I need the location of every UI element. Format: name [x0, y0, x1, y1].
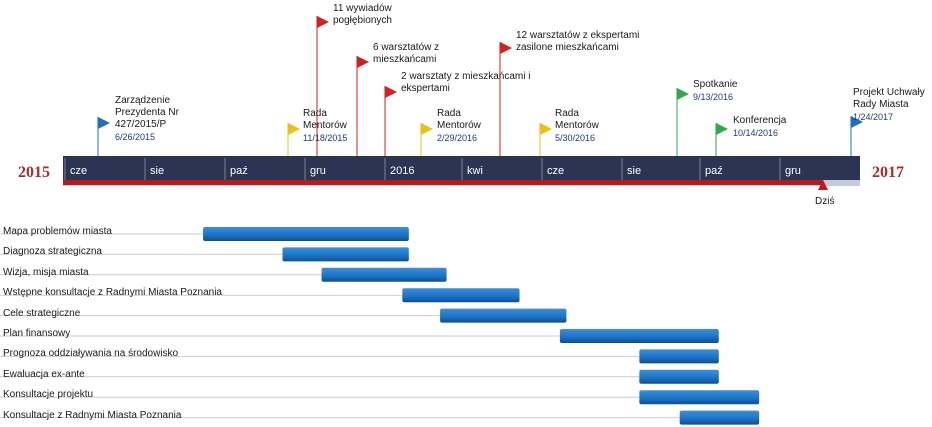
year-end: 2017: [872, 164, 904, 181]
task-bar: [559, 329, 719, 343]
task-label: Mapa problemów miasta: [3, 226, 112, 237]
milestone-label: 2 warsztaty z mieszkańcami i ekspertami: [401, 71, 530, 95]
month-label: gru: [785, 165, 801, 177]
milestone-date: 5/30/2016: [555, 133, 596, 143]
milestone-label: Rada Mentorów 2/29/2016: [437, 108, 481, 144]
task-bar: [639, 390, 760, 405]
timeline-axis: [63, 156, 860, 186]
task-label: Konsultacje z Radnymi Miasta Poznania: [3, 409, 182, 421]
milestone-title-line: Projekt Uchwały: [853, 87, 925, 98]
milestone-title-line: pogłębionych: [333, 15, 392, 26]
milestone-date: 9/13/2016: [693, 92, 734, 102]
task-bar: [321, 267, 447, 282]
task-label: Diagnoza strategiczna: [3, 246, 102, 258]
month-label: sie: [150, 165, 165, 177]
milestone-title-line: Spotkanie: [693, 79, 738, 90]
progress-bar: [63, 180, 823, 185]
milestone-date: 11/18/2015: [303, 133, 348, 143]
month-label: paź: [230, 165, 248, 177]
milestone-label: Projekt Uchwały Rady Miasta 1/24/2017: [853, 87, 925, 123]
milestone-flag: [357, 56, 369, 68]
milestone-label: 11 wywiadów pogłębionych: [333, 3, 392, 27]
task-label: Wstępne konsultacje z Radnymi Miasta Poz…: [3, 287, 222, 299]
milestone-title-line: Prezydenta Nr: [115, 107, 179, 118]
month-label: cze: [70, 165, 88, 177]
task-label: Plan finansowy: [3, 328, 71, 339]
milestone-title-line: Rada: [437, 108, 461, 119]
milestone-flag: [677, 88, 689, 100]
milestone-title-line: Zarządzenie: [115, 95, 171, 106]
milestone-label: 6 warsztatów z mieszkańcami: [373, 42, 439, 66]
month-label: kwi: [467, 165, 483, 177]
axis-ticks: [64, 158, 781, 180]
milestone-title-line: 11 wywiadów: [333, 3, 392, 14]
milestone-flag: [385, 86, 397, 98]
task-bar: [282, 247, 409, 262]
task-bars: [203, 227, 760, 425]
milestone-flag: [851, 116, 863, 128]
milestone-label: Rada Mentorów 5/30/2016: [555, 108, 599, 144]
milestone-flag: [716, 123, 728, 135]
month-label: paź: [705, 165, 723, 177]
task-bar: [402, 288, 520, 303]
milestone-title-line: 6 warsztatów z: [373, 42, 440, 53]
milestone-title-line: Rada: [555, 108, 579, 119]
milestone-flag: [421, 123, 433, 135]
milestone-label: Konferencja 10/14/2016: [733, 115, 786, 139]
milestone-title-line: Rady Miasta: [853, 99, 909, 110]
milestone-title-line: 2 warsztaty z mieszkańcami i: [401, 71, 531, 82]
milestone-flag: [540, 123, 552, 135]
task-label: Prognoza oddziaływania na środowisko: [3, 348, 179, 360]
milestone-flag: [317, 16, 329, 28]
task-bar: [639, 369, 719, 384]
milestone-date: 10/14/2016: [733, 128, 779, 138]
month-label: gru: [310, 165, 326, 177]
today-marker: [818, 180, 828, 190]
month-label: 2016: [390, 165, 415, 177]
milestone-label: 12 warsztatów z ekspertami zasilone miesz…: [516, 30, 639, 54]
month-label: cze: [547, 165, 565, 177]
task-bar: [440, 308, 567, 323]
milestone-title-line: ekspertami: [401, 83, 450, 94]
milestone-flag: [98, 117, 110, 129]
milestone-title-line: Konferencja: [733, 115, 787, 126]
milestone-title-line: zasilone mieszkańcami: [516, 42, 619, 53]
task-bar: [639, 349, 719, 364]
milestone-title-line: mieszkańcami: [373, 54, 437, 65]
milestone-title-line: Mentorów: [555, 120, 599, 131]
milestone-title-line: 12 warsztatów z ekspertami: [516, 30, 640, 41]
milestone-label: Rada Mentorów 11/18/2015: [303, 108, 347, 144]
task-label: Ewaluacja ex-ante: [3, 368, 85, 380]
task-bar: [203, 227, 409, 241]
task-label: Cele strategiczne: [3, 307, 81, 319]
milestone-flag: [288, 123, 300, 135]
task-guides: [0, 233, 680, 419]
milestone-title-line: Mentorów: [303, 120, 347, 131]
month-label: sie: [627, 165, 642, 177]
milestone-title-line: 427/2015/P: [115, 119, 167, 130]
milestone-title-line: Mentorów: [437, 120, 481, 131]
task-label: Wizja, misja miasta: [3, 266, 89, 278]
milestone-title-line: Rada: [303, 108, 327, 119]
milestone-label: Zarządzenie Prezydenta Nr 427/2015/P 6/26/2…: [115, 95, 179, 143]
today-label: Dziś: [815, 196, 835, 207]
milestone-flags: [97, 16, 863, 156]
task-bar: [679, 410, 760, 425]
milestone-date: 1/24/2017: [853, 112, 894, 122]
milestone-date: 2/29/2016: [437, 133, 478, 143]
milestone-flag: [500, 42, 512, 54]
year-start: 2015: [18, 164, 50, 181]
milestone-label: Spotkanie 9/13/2016: [693, 79, 737, 103]
milestone-date: 6/26/2015: [115, 132, 156, 142]
task-label: Konsultacje projektu: [3, 389, 94, 401]
